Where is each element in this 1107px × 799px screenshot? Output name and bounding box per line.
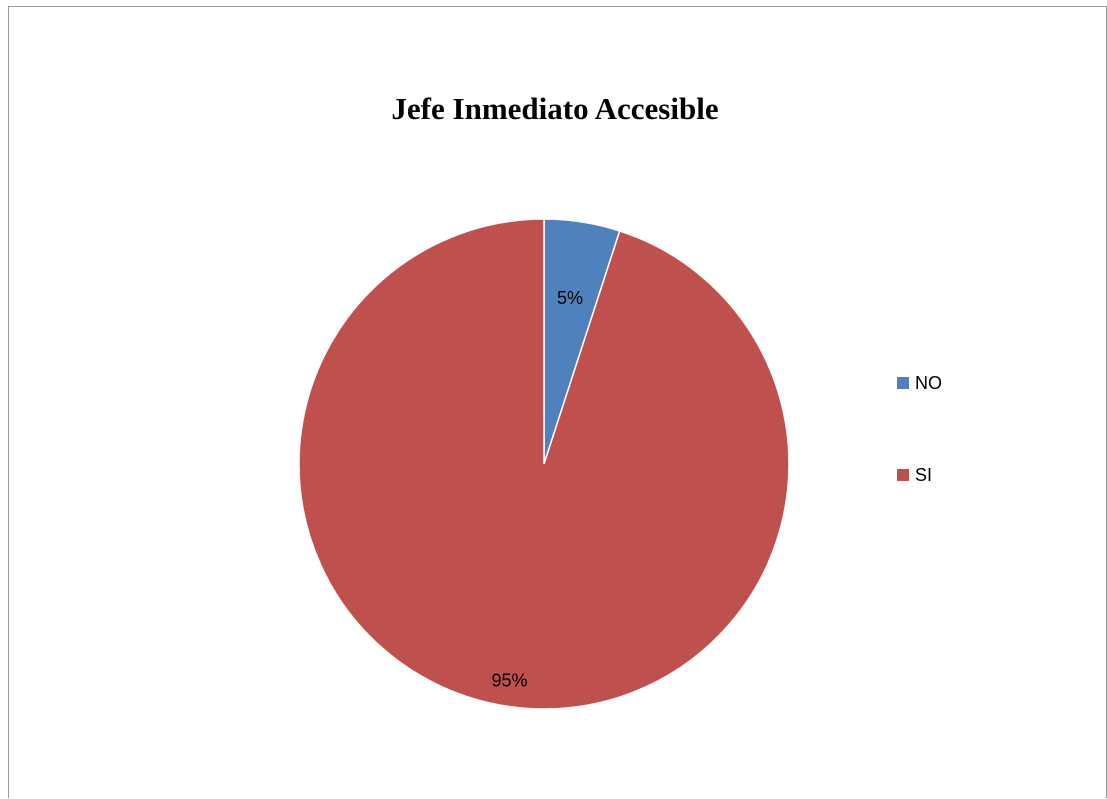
- legend-swatch-si: [897, 469, 909, 481]
- legend-label-si: SI: [915, 464, 933, 485]
- chart-title: Jefe Inmediato Accesible: [391, 91, 719, 126]
- data-label-si: 95%: [491, 671, 527, 691]
- legend-swatch-no: [897, 377, 909, 389]
- pie-slice-si: [298, 218, 790, 710]
- chart-area: Jefe Inmediato Accesible 5% 95% NO SI: [8, 6, 1107, 798]
- pie-plot: 5% 95%: [298, 218, 790, 710]
- legend-item-no: NO: [897, 371, 977, 395]
- legend-label-no: NO: [915, 372, 942, 393]
- legend-item-si: SI: [897, 463, 977, 487]
- data-label-no: 5%: [557, 288, 583, 308]
